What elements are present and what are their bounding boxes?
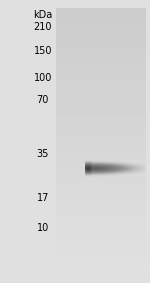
Text: 210: 210 — [33, 22, 52, 32]
Text: 35: 35 — [37, 149, 49, 159]
FancyBboxPatch shape — [59, 76, 78, 80]
Text: 10: 10 — [37, 223, 49, 233]
FancyBboxPatch shape — [56, 8, 146, 272]
Text: 100: 100 — [34, 73, 52, 83]
FancyBboxPatch shape — [78, 8, 146, 272]
Text: 70: 70 — [37, 95, 49, 106]
FancyBboxPatch shape — [59, 226, 78, 230]
Text: 17: 17 — [37, 193, 49, 203]
Text: 150: 150 — [33, 46, 52, 56]
FancyBboxPatch shape — [59, 196, 78, 200]
Text: kDa: kDa — [33, 10, 52, 20]
FancyBboxPatch shape — [59, 25, 78, 29]
FancyBboxPatch shape — [59, 98, 78, 102]
FancyBboxPatch shape — [59, 49, 78, 53]
FancyBboxPatch shape — [59, 152, 78, 156]
